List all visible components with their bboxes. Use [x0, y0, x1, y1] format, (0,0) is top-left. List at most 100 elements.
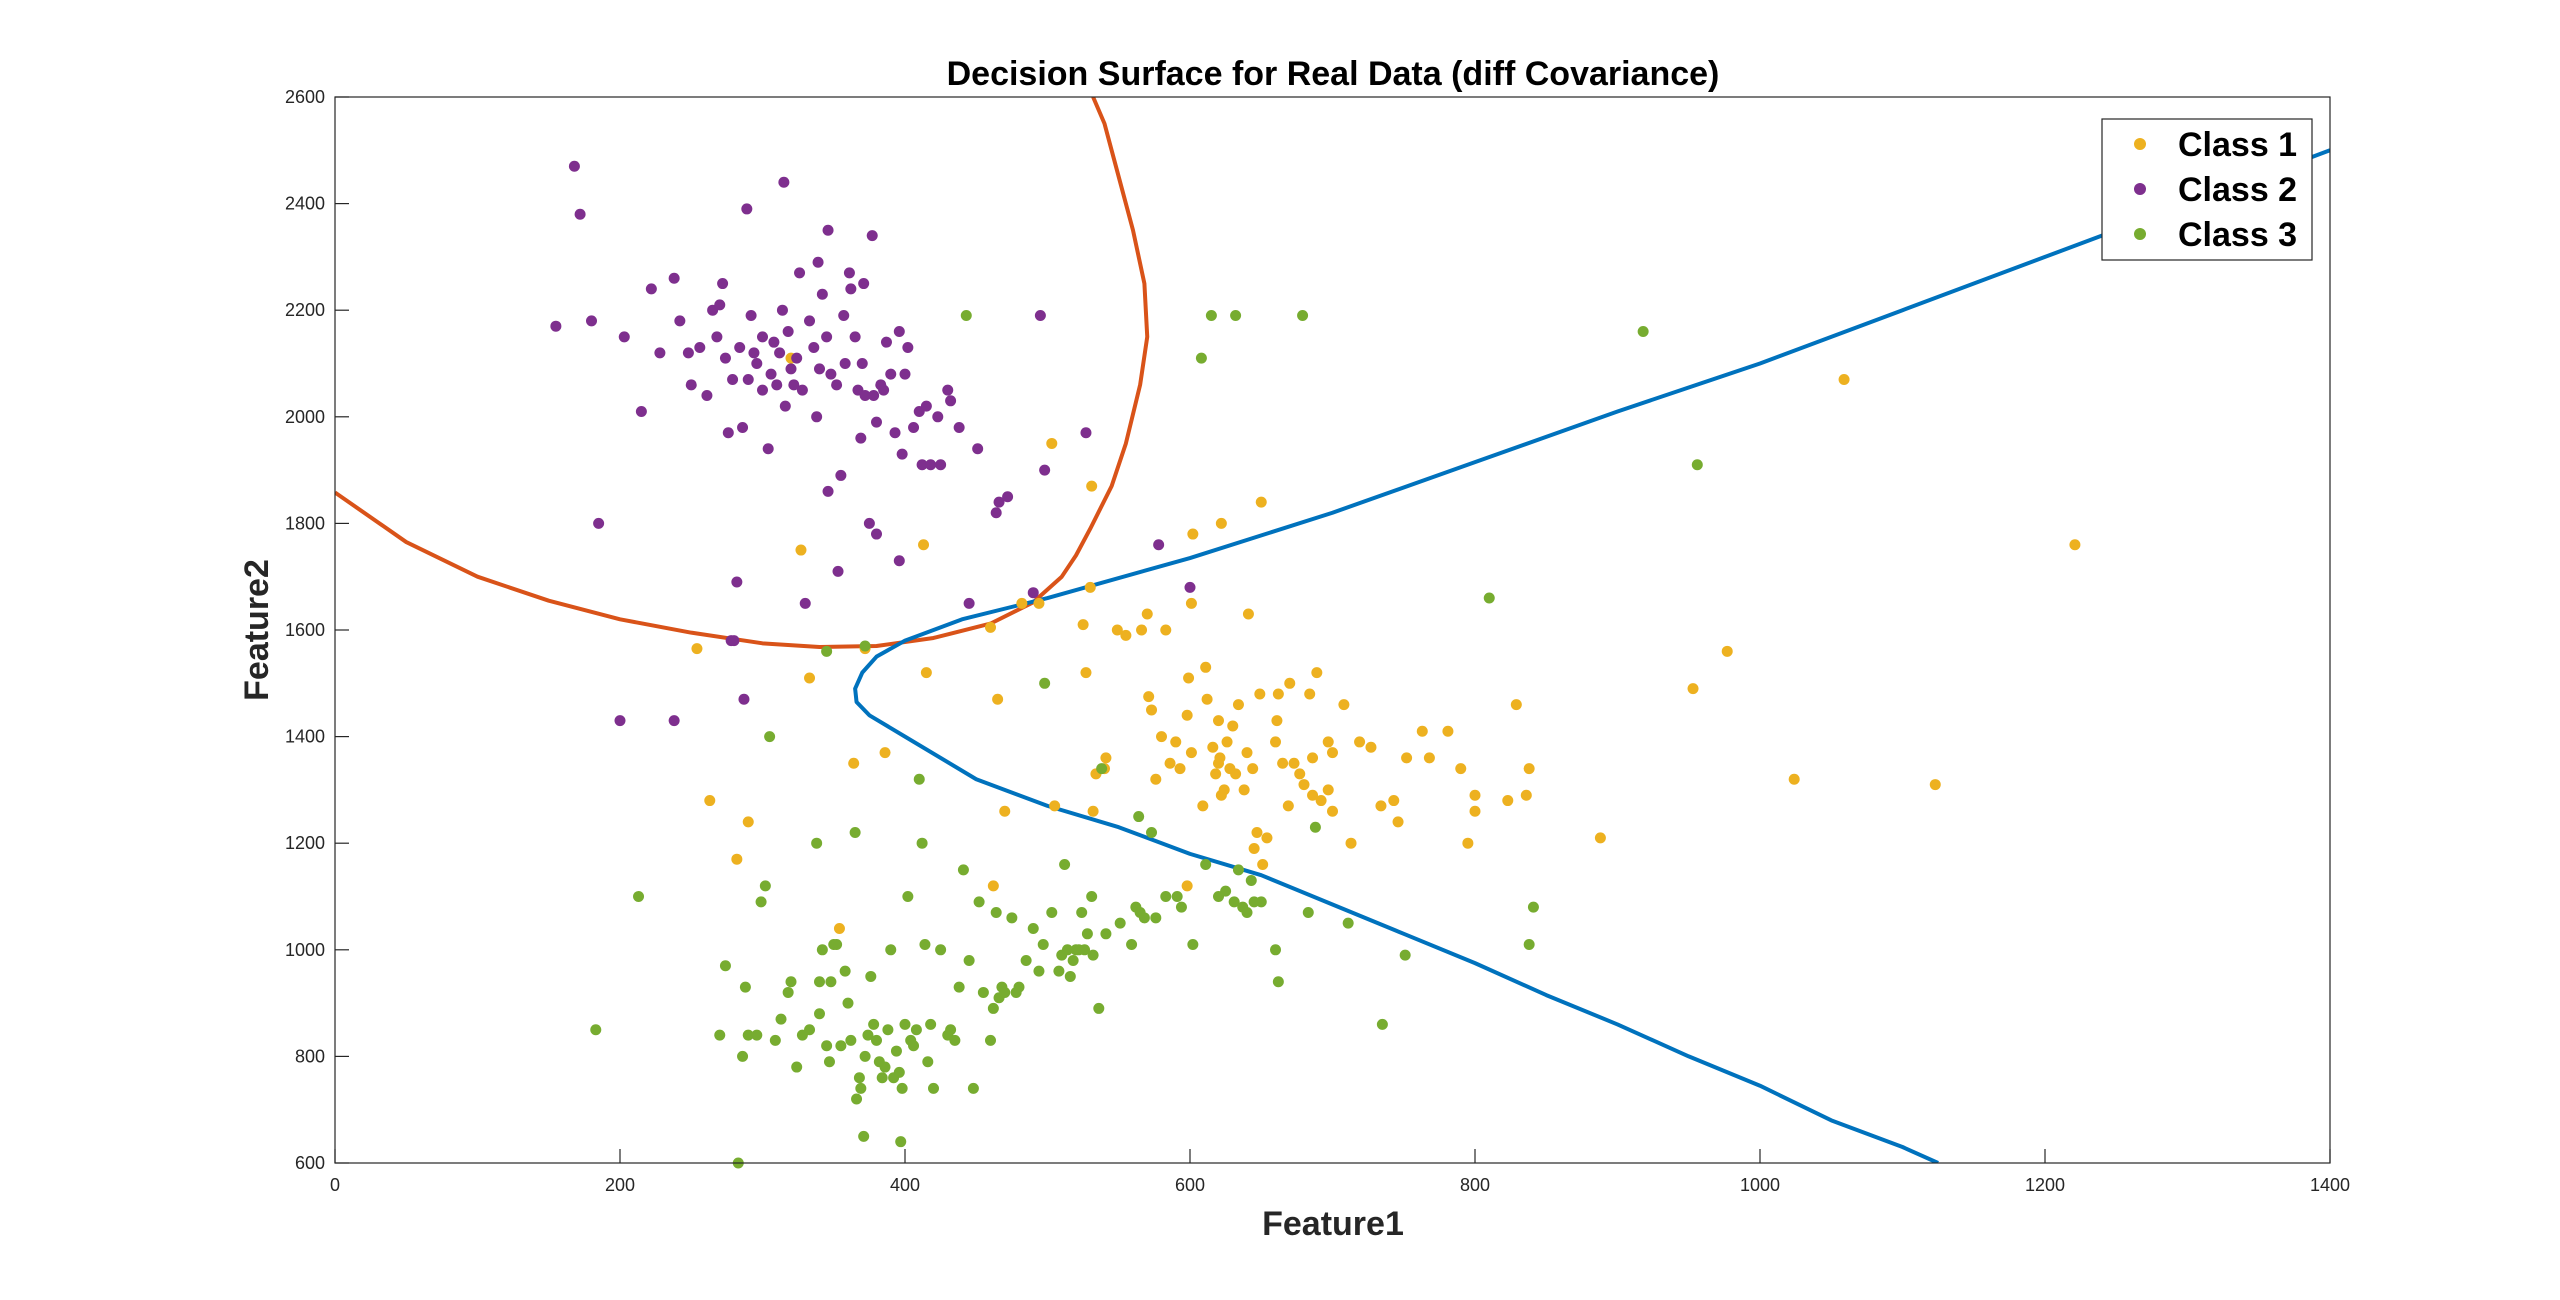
data-point-class-3: [1205, 310, 1217, 322]
data-point-class-3: [831, 938, 843, 950]
data-point-class-1: [1388, 795, 1400, 807]
data-point-class-1: [1185, 597, 1197, 609]
data-point-class-2: [774, 347, 786, 359]
data-point-class-3: [845, 1034, 857, 1046]
data-point-class-3: [1100, 928, 1112, 940]
data-point-class-2: [1153, 539, 1165, 551]
data-point-class-1: [1401, 752, 1413, 764]
data-point-class-2: [1027, 587, 1039, 599]
data-point-class-2: [849, 331, 861, 343]
decision-boundary-curve-1: [335, 97, 1150, 650]
plot-area-frame: [334, 96, 2331, 1164]
data-point-class-1: [1200, 661, 1212, 673]
data-point-class-3: [949, 1034, 961, 1046]
data-point-class-3: [814, 1008, 825, 1020]
data-point-class-2: [831, 379, 843, 391]
data-point-class-3: [908, 1040, 920, 1052]
data-point-class-2: [722, 427, 734, 439]
data-point-class-3: [1160, 891, 1172, 902]
data-point-class-2: [568, 160, 580, 172]
data-point-class-1: [1255, 496, 1267, 508]
data-point-class-1: [1304, 688, 1316, 700]
data-point-class-3: [916, 837, 928, 849]
data-point-class-2: [776, 304, 788, 316]
data-point-class-2: [757, 384, 768, 396]
data-point-class-2: [788, 379, 800, 391]
data-point-class-3: [823, 1056, 835, 1068]
legend-marker-class-2: [2134, 183, 2146, 195]
data-point-class-2: [990, 507, 1002, 519]
data-point-class-3: [1302, 906, 1314, 918]
data-point-class-1: [1111, 624, 1123, 636]
data-point-class-3: [1230, 310, 1242, 322]
data-points: [550, 160, 2081, 1169]
data-point-class-2: [668, 272, 680, 284]
data-point-class-1: [1322, 784, 1334, 796]
chart-title: Decision Surface for Real Data (diff Cov…: [947, 55, 1720, 93]
data-point-class-1: [1294, 768, 1306, 780]
data-point-class-3: [910, 1024, 922, 1036]
data-point-class-1: [1247, 763, 1259, 775]
data-point-class-1: [1241, 747, 1253, 759]
data-point-class-1: [1365, 741, 1377, 753]
data-point-class-1: [1270, 736, 1281, 748]
data-point-class-3: [1200, 859, 1212, 871]
data-point-class-2: [908, 421, 920, 433]
data-point-class-3: [782, 986, 794, 998]
data-point-class-2: [785, 363, 797, 375]
data-point-class-2: [614, 715, 626, 727]
data-point-class-2: [880, 336, 892, 348]
x-axis-ticks: 0 200 400 600 800 1000 1200 1400: [330, 1149, 2350, 1195]
data-point-class-2: [878, 384, 890, 396]
data-point-class-1: [985, 621, 996, 633]
data-point-class-1: [1354, 736, 1366, 748]
data-point-class-1: [1183, 672, 1195, 684]
data-point-class-2: [993, 496, 1005, 508]
data-point-class-2: [768, 336, 780, 348]
data-point-class-1: [1502, 795, 1514, 807]
data-point-class-1: [1392, 816, 1404, 828]
data-point-class-3: [811, 837, 823, 849]
data-point-class-3: [1195, 352, 1207, 364]
data-point-class-2: [893, 555, 905, 567]
data-point-class-3: [1342, 917, 1354, 929]
data-point-class-1: [1181, 709, 1193, 721]
data-point-class-1: [704, 795, 716, 807]
data-point-class-1: [1215, 517, 1227, 529]
data-point-class-1: [1146, 704, 1158, 716]
data-point-class-3: [719, 960, 731, 972]
y-tick-label: 1600: [285, 620, 325, 640]
data-point-class-2: [711, 331, 723, 343]
data-point-class-1: [1087, 805, 1099, 817]
legend-label-class-1: Class 1: [2178, 126, 2297, 164]
data-point-class-3: [953, 981, 965, 993]
data-point-class-2: [586, 315, 597, 327]
data-point-class-3: [851, 1093, 863, 1105]
data-point-class-3: [957, 864, 969, 876]
data-point-class-1: [1227, 720, 1239, 732]
data-point-class-3: [825, 976, 837, 988]
data-point-class-3: [1027, 922, 1039, 934]
data-point-class-1: [1238, 784, 1250, 796]
x-tick-label: 0: [330, 1175, 340, 1195]
data-point-class-3: [1053, 965, 1065, 977]
data-point-class-3: [960, 310, 972, 322]
data-point-class-1: [1164, 757, 1176, 769]
data-point-class-3: [1079, 944, 1091, 956]
data-point-class-2: [799, 597, 811, 609]
data-point-class-2: [945, 395, 957, 407]
data-point-class-3: [1037, 938, 1049, 950]
data-point-class-2: [963, 597, 975, 609]
data-point-class-2: [717, 278, 729, 290]
data-point-class-1: [1100, 752, 1112, 764]
data-point-class-2: [838, 310, 850, 322]
data-point-class-3: [893, 1066, 905, 1078]
data-point-class-1: [2069, 539, 2081, 551]
y-tick-label: 1800: [285, 513, 325, 533]
data-point-class-2: [791, 352, 803, 364]
data-point-class-1: [1248, 843, 1260, 855]
data-point-class-3: [759, 880, 771, 892]
data-point-class-2: [920, 400, 932, 412]
data-point-class-3: [739, 981, 751, 993]
data-point-class-2: [868, 389, 880, 401]
